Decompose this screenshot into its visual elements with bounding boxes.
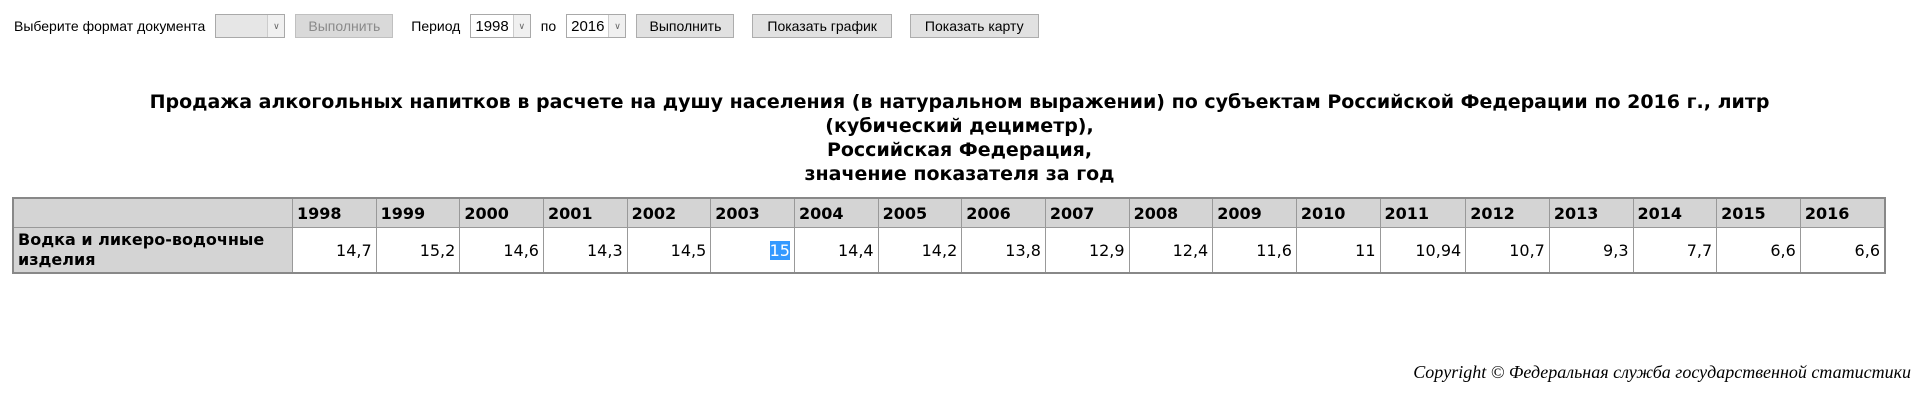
value-cell: 14,7 bbox=[292, 227, 377, 274]
chevron-down-icon: ∨ bbox=[512, 15, 530, 37]
chevron-down-icon: ∨ bbox=[267, 15, 285, 37]
show-chart-button[interactable]: Показать график bbox=[752, 14, 892, 38]
value-cell: 12,9 bbox=[1044, 227, 1130, 274]
year-header: 2005 bbox=[877, 197, 963, 228]
to-label: по bbox=[540, 18, 557, 34]
value-text: 12,4 bbox=[1172, 240, 1209, 260]
year-header: 2015 bbox=[1716, 197, 1801, 228]
value-cell: 9,3 bbox=[1548, 227, 1634, 274]
value-text: 15,2 bbox=[419, 240, 456, 260]
year-header: 2004 bbox=[793, 197, 879, 228]
year-header: 1998 bbox=[292, 197, 377, 228]
toolbar: Выберите формат документа ∨ Выполнить Пе… bbox=[14, 14, 1049, 38]
header-row: 1998 1999 2000 2001 2002 2003 2004 2005 2006 2007… bbox=[12, 197, 1886, 228]
year-header: 2010 bbox=[1295, 197, 1381, 228]
value-text: 9,3 bbox=[1603, 240, 1629, 260]
year-header: 2001 bbox=[542, 197, 628, 228]
value-cell: 6,6 bbox=[1799, 227, 1886, 274]
execute-button[interactable]: Выполнить bbox=[636, 14, 735, 38]
value-text: 14,7 bbox=[336, 240, 372, 260]
value-text: 15 bbox=[769, 240, 790, 260]
value-text: 12,9 bbox=[1088, 240, 1125, 260]
value-cell: 10,94 bbox=[1379, 227, 1467, 274]
year-header: 2007 bbox=[1044, 197, 1130, 228]
value-text: 11 bbox=[1355, 240, 1376, 260]
value-text: 11,6 bbox=[1256, 240, 1292, 260]
value-cell: 6,6 bbox=[1716, 227, 1801, 274]
format-select[interactable]: ∨ bbox=[215, 14, 286, 38]
value-cell: 14,2 bbox=[877, 227, 963, 274]
execute-format-button[interactable]: Выполнить bbox=[295, 14, 394, 38]
year-header: 2008 bbox=[1128, 197, 1214, 228]
corner-cell bbox=[12, 197, 293, 228]
data-table: 1998 1999 2000 2001 2002 2003 2004 2005 2006 2007… bbox=[12, 197, 1886, 274]
period-to-select[interactable]: 2016 ∨ bbox=[566, 14, 627, 38]
value-cell: 15,2 bbox=[375, 227, 461, 274]
show-map-button[interactable]: Показать карту bbox=[909, 14, 1039, 38]
page-title: Продажа алкогольных напитков в расчете н… bbox=[149, 91, 1770, 185]
value-cell: 15 bbox=[710, 227, 795, 274]
value-cell: 12,4 bbox=[1128, 227, 1214, 274]
year-header: 1999 bbox=[375, 197, 461, 228]
value-cell: 11 bbox=[1295, 227, 1381, 274]
year-header: 2011 bbox=[1379, 197, 1467, 228]
chevron-down-icon: ∨ bbox=[608, 15, 626, 37]
value-text: 6,6 bbox=[1854, 240, 1880, 260]
year-header: 2013 bbox=[1548, 197, 1634, 228]
format-label: Выберите формат документа bbox=[14, 18, 206, 34]
period-from-select[interactable]: 1998 ∨ bbox=[470, 14, 531, 38]
year-header: 2006 bbox=[961, 197, 1046, 228]
year-header: 2009 bbox=[1212, 197, 1297, 228]
value-cell: 11,6 bbox=[1212, 227, 1297, 274]
value-text: 6,6 bbox=[1770, 240, 1796, 260]
value-text: 14,6 bbox=[503, 240, 539, 260]
value-cell: 14,4 bbox=[793, 227, 879, 274]
value-text: 13,8 bbox=[1005, 240, 1041, 260]
value-text: 10,7 bbox=[1509, 240, 1545, 260]
value-text: 7,7 bbox=[1686, 240, 1713, 260]
value-cell: 14,5 bbox=[626, 227, 712, 274]
value-cell: 10,7 bbox=[1465, 227, 1550, 274]
year-header: 2014 bbox=[1632, 197, 1718, 228]
value-cell: 14,3 bbox=[542, 227, 628, 274]
value-cell: 13,8 bbox=[961, 227, 1046, 274]
row-label: Водка и ликеро-водочные изделия bbox=[12, 227, 293, 274]
year-header: 2000 bbox=[459, 197, 544, 228]
value-text: 10,94 bbox=[1415, 240, 1462, 260]
period-label: Период bbox=[411, 18, 461, 34]
value-text: 14,4 bbox=[837, 240, 874, 260]
year-header: 2016 bbox=[1799, 197, 1886, 228]
table-row: Водка и ликеро-водочные изделия 14,7 15,2 1… bbox=[12, 227, 1886, 274]
year-header: 2002 bbox=[626, 197, 712, 228]
value-cell: 14,6 bbox=[459, 227, 544, 274]
value-text: 14,2 bbox=[921, 240, 958, 260]
copyright: Copyright © Федеральная служба государст… bbox=[1413, 362, 1911, 382]
value-text: 14,5 bbox=[670, 240, 707, 260]
year-header: 2012 bbox=[1465, 197, 1550, 228]
year-header: 2003 bbox=[710, 197, 795, 228]
value-cell: 7,7 bbox=[1632, 227, 1718, 274]
value-text: 14,3 bbox=[587, 240, 623, 260]
